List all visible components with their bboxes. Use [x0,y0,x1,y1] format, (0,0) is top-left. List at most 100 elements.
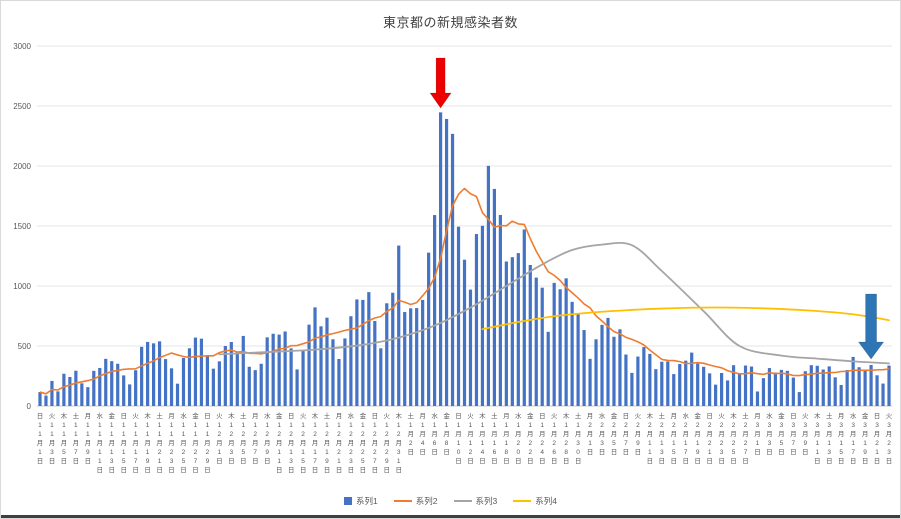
bar [462,259,467,406]
bar [779,369,783,406]
bar [719,373,724,406]
bar [767,368,772,406]
bar [731,365,736,406]
bar [594,339,598,406]
bar [247,366,251,406]
legend: 系列1 系列2 系列3 系列4 [1,495,900,507]
bar [570,301,574,406]
red-down-arrow[interactable] [429,57,452,109]
legend-label-2: 系列2 [415,496,438,506]
bar [851,356,855,406]
bar [415,308,419,406]
bar [857,367,861,406]
legend-marker-1 [344,497,353,505]
bar [229,342,233,406]
legend-item-1[interactable]: 系列1 [344,495,378,507]
bar [702,366,706,406]
bar [648,353,652,406]
bar [881,383,885,406]
legend-item-4[interactable]: 系列4 [513,495,557,507]
bar [612,336,616,406]
bar [714,384,718,406]
bar [44,395,48,406]
bar [403,312,407,406]
legend-label-4: 系列4 [535,496,557,506]
bar [74,370,78,406]
bar [259,363,263,406]
blue-down-arrow[interactable] [857,293,885,360]
bar [421,299,425,406]
bar [343,338,347,406]
bar [827,366,831,406]
bar [863,369,867,406]
bar [791,377,795,406]
bar [887,365,891,406]
bar [80,383,84,406]
bar [367,292,371,406]
bar [684,360,688,406]
bar [397,245,401,406]
bar [355,299,359,406]
y-axis-label: 1000 [13,282,31,291]
bar [636,356,640,406]
bar [588,358,592,406]
bar [253,370,257,406]
y-axis-label: 500 [18,342,32,351]
bar [211,368,215,406]
bar [169,368,174,406]
bar [666,361,670,406]
bar [450,133,455,406]
bar [98,367,102,406]
bar [62,373,66,406]
bar [223,346,227,406]
bottom-border [1,515,900,518]
bar [480,225,485,406]
y-axis-label: 2000 [13,162,31,171]
bar [839,385,843,406]
bar [157,341,162,406]
bars-series1 [38,112,891,407]
legend-item-3[interactable]: 系列3 [453,495,497,507]
bar [672,374,676,406]
bar [56,391,60,406]
bar [642,347,646,406]
line-series4 [481,306,890,331]
bar [534,277,538,406]
legend-item-2[interactable]: 系列2 [393,495,438,507]
bar [761,378,766,406]
bar [618,329,622,406]
bar [821,369,825,406]
bar [385,303,389,406]
bar [289,348,293,406]
bar [522,229,526,406]
bar [241,335,245,406]
bar [140,346,144,406]
bar [110,361,114,406]
bar [373,321,377,406]
bar [349,316,353,406]
